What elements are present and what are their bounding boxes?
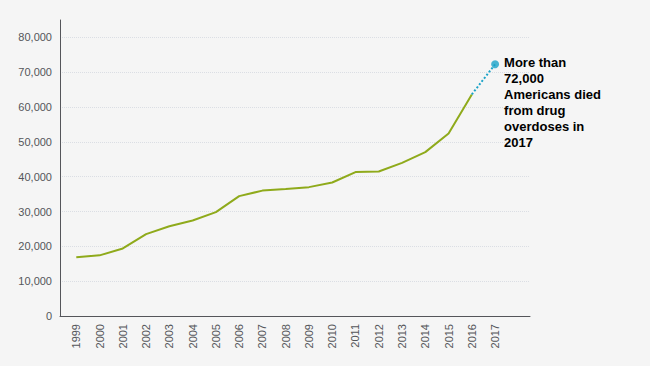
svg-text:2005: 2005 — [210, 324, 222, 348]
svg-text:80,000: 80,000 — [18, 31, 52, 43]
svg-text:60,000: 60,000 — [18, 101, 52, 113]
svg-text:2017: 2017 — [489, 324, 501, 348]
svg-text:2015: 2015 — [443, 324, 455, 348]
svg-text:2013: 2013 — [396, 324, 408, 348]
svg-text:2012: 2012 — [373, 324, 385, 348]
svg-text:More than: More than — [504, 55, 566, 70]
svg-text:2011: 2011 — [349, 324, 361, 348]
svg-text:10,000: 10,000 — [18, 275, 52, 287]
svg-text:2009: 2009 — [303, 324, 315, 348]
svg-text:1999: 1999 — [70, 324, 82, 348]
svg-text:Americans died: Americans died — [504, 87, 601, 102]
svg-text:2002: 2002 — [140, 324, 152, 348]
svg-text:20,000: 20,000 — [18, 240, 52, 252]
svg-text:overdoses in: overdoses in — [504, 119, 584, 134]
svg-text:2017: 2017 — [504, 135, 533, 150]
svg-text:70,000: 70,000 — [18, 66, 52, 78]
svg-text:2014: 2014 — [419, 324, 431, 348]
svg-text:0: 0 — [46, 310, 52, 322]
svg-text:2006: 2006 — [233, 324, 245, 348]
svg-text:from drug: from drug — [504, 103, 565, 118]
svg-text:50,000: 50,000 — [18, 136, 52, 148]
svg-text:2008: 2008 — [280, 324, 292, 348]
svg-text:2010: 2010 — [326, 324, 338, 348]
svg-text:2007: 2007 — [256, 324, 268, 348]
svg-text:2000: 2000 — [94, 324, 106, 348]
svg-text:30,000: 30,000 — [18, 206, 52, 218]
svg-text:2016: 2016 — [466, 324, 478, 348]
svg-text:2004: 2004 — [187, 324, 199, 348]
svg-text:2001: 2001 — [117, 324, 129, 348]
svg-text:2003: 2003 — [163, 324, 175, 348]
svg-text:40,000: 40,000 — [18, 171, 52, 183]
svg-text:72,000: 72,000 — [504, 71, 544, 86]
